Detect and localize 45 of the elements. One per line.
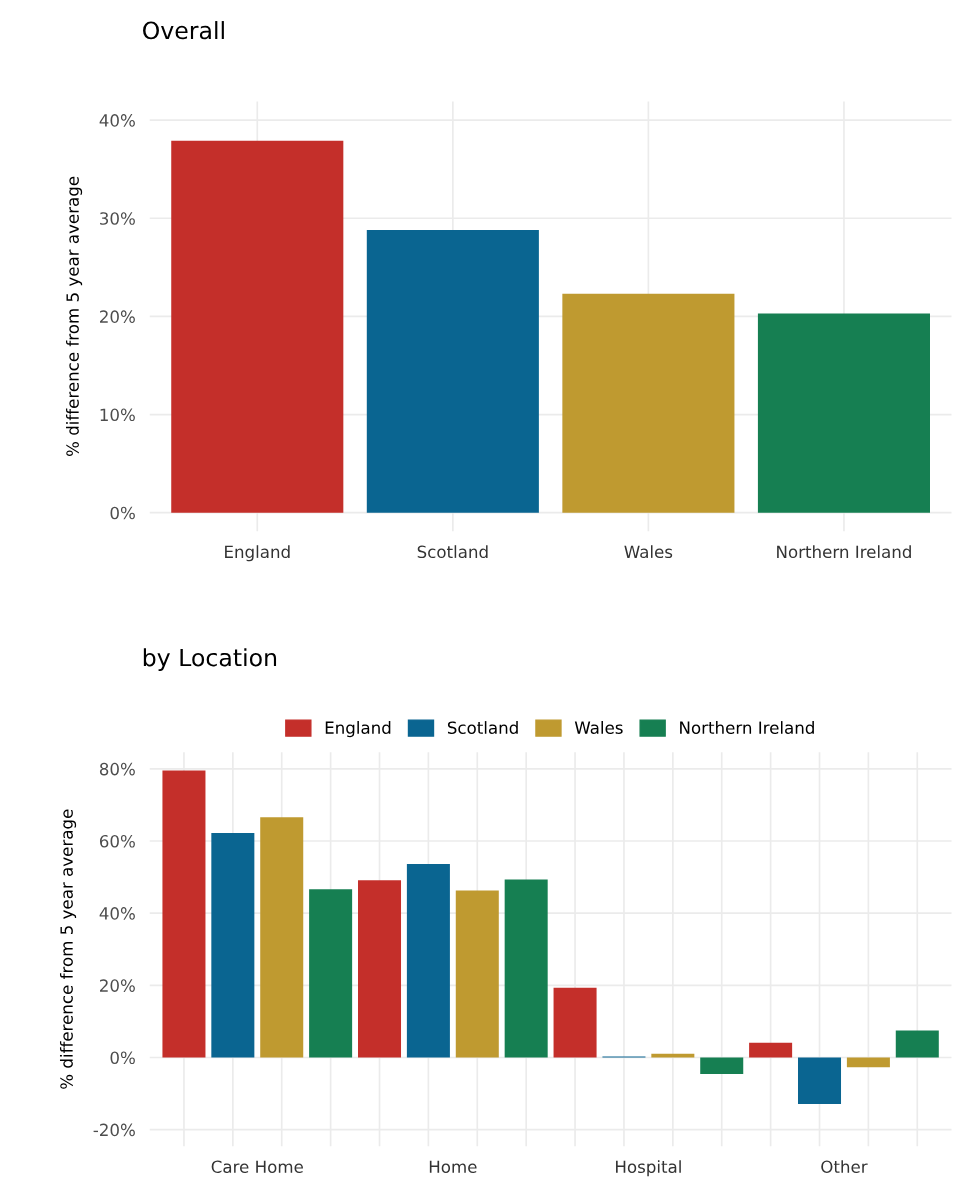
x-tick-label: Other [821, 1160, 868, 1174]
y-tick-label: 40% [99, 114, 135, 127]
y-tick-label: 40% [99, 907, 135, 920]
x-tick-label: England [225, 545, 290, 562]
bar [846, 1057, 890, 1068]
bar [562, 293, 735, 513]
y-tick-label: 0% [110, 506, 135, 520]
bar [700, 1057, 744, 1075]
chart-title: by Location [143, 648, 277, 672]
chart-title: Overall [143, 21, 224, 40]
x-tick-label: Care Home [211, 1160, 303, 1174]
bar [171, 140, 344, 513]
legend-label: Scotland [447, 721, 518, 734]
bar [749, 1042, 793, 1058]
bar [798, 1057, 842, 1105]
x-tick-label: Hospital [616, 1160, 681, 1177]
bar [455, 890, 499, 1058]
y-axis-title: % difference from 5 year average [66, 176, 83, 457]
bar [757, 313, 930, 513]
y-tick-label: 20% [100, 310, 135, 323]
bar [895, 1030, 939, 1058]
y-tick-label: 80% [99, 762, 135, 776]
y-tick-label: 0% [110, 1051, 135, 1065]
bar [358, 880, 402, 1058]
y-tick-label: 30% [100, 212, 135, 225]
bar [211, 833, 255, 1058]
bar [553, 987, 597, 1058]
y-axis-title: % difference from 5 year average [59, 809, 77, 1089]
bar [260, 817, 304, 1058]
x-tick-label: Home [429, 1160, 477, 1174]
bar [309, 889, 353, 1058]
bar [406, 864, 450, 1058]
y-tick-label: 10% [100, 408, 135, 422]
bar [366, 230, 539, 513]
legend-label: England [325, 721, 391, 738]
x-tick-label: Northern Ireland [777, 545, 911, 559]
bar [162, 770, 206, 1058]
x-tick-label: Scotland [417, 545, 488, 559]
legend-label: Wales [574, 721, 623, 734]
legend-label: Northern Ireland [680, 721, 814, 734]
y-tick-label: 60% [99, 834, 135, 848]
x-tick-label: Wales [624, 545, 673, 559]
bar [504, 879, 548, 1058]
y-tick-label: 20% [100, 979, 135, 992]
y-tick-label: -20% [93, 1123, 135, 1137]
